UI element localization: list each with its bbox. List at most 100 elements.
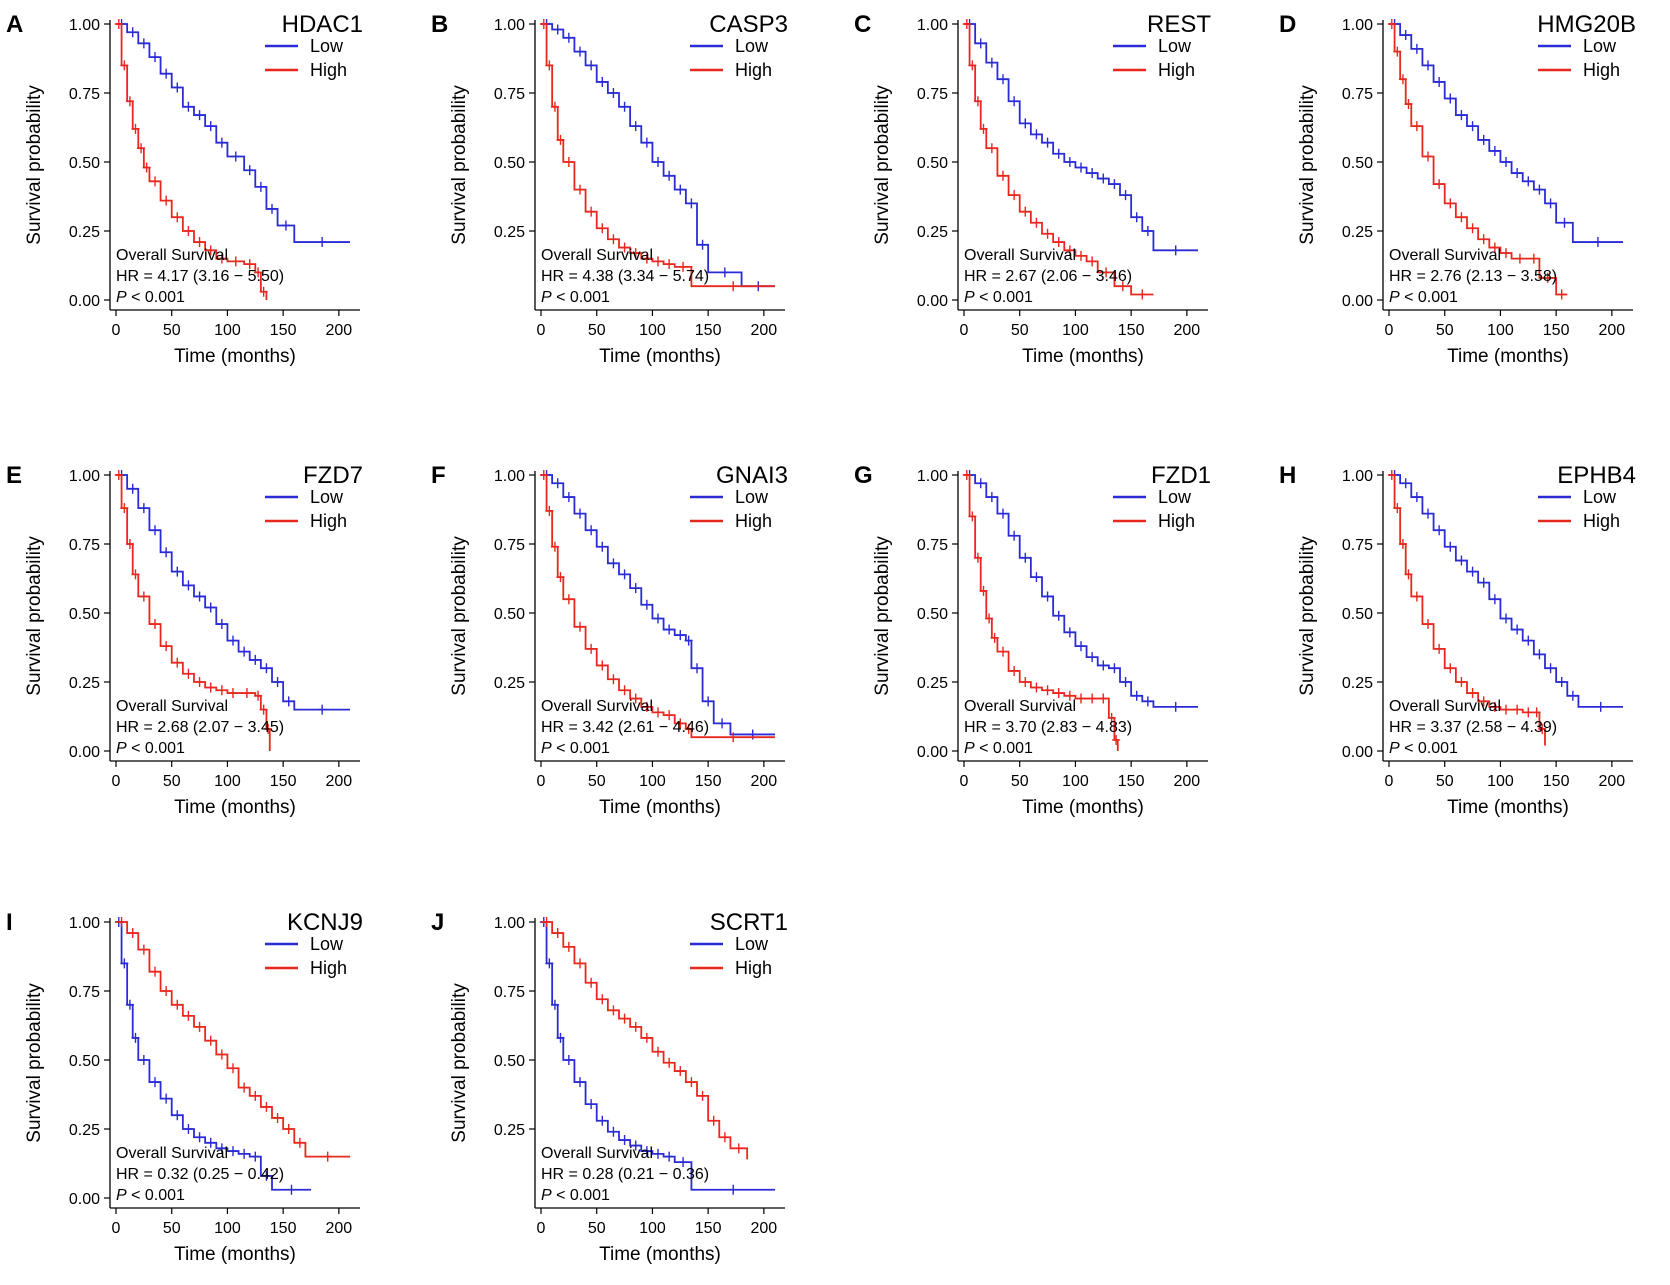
- censor-mark-high: [1387, 19, 1396, 29]
- censor-mark-high: [195, 237, 204, 248]
- censor-mark-high: [631, 248, 640, 259]
- censor-mark-high: [217, 685, 226, 696]
- censor-mark-high: [729, 281, 738, 292]
- censor-mark-high: [1099, 693, 1108, 704]
- censor-mark-high: [979, 123, 988, 134]
- censor-mark-low: [576, 1077, 584, 1088]
- survival-curve-low: [1389, 474, 1623, 708]
- censor-mark-high: [1077, 693, 1085, 704]
- x-tick-label: 0: [537, 1220, 546, 1237]
- censor-mark-low: [598, 1115, 607, 1126]
- censor-mark-low: [151, 52, 159, 63]
- p-label: P: [116, 1187, 127, 1204]
- censor-mark-high: [120, 503, 129, 514]
- censor-mark-low: [184, 101, 193, 112]
- p-value: < 0.001: [127, 289, 185, 306]
- annotation-title: Overall Survival: [1389, 698, 1501, 715]
- x-tick-label: 100: [1062, 322, 1089, 339]
- censor-mark-high: [642, 1032, 651, 1043]
- censor-mark-high: [1502, 248, 1510, 259]
- p-value: < 0.001: [975, 740, 1033, 757]
- censor-mark-low: [131, 1032, 140, 1043]
- censor-mark-low: [195, 591, 204, 602]
- y-axis-label: Survival probability: [24, 85, 45, 245]
- panel-letter: B: [431, 11, 448, 38]
- censor-mark-high: [131, 123, 140, 134]
- censor-mark-low: [1457, 555, 1466, 566]
- survival-curve-low: [116, 23, 350, 243]
- censor-mark-low: [556, 1032, 565, 1043]
- survival-curve-low: [541, 921, 775, 1191]
- p-label: P: [1389, 740, 1400, 757]
- censor-mark-high: [1010, 665, 1019, 676]
- x-tick-label: 150: [1118, 322, 1145, 339]
- censor-mark-high: [1065, 690, 1074, 701]
- annotation-p: P < 0.001: [964, 740, 1033, 757]
- censor-mark-low: [245, 165, 254, 176]
- annotation-hr: HR = 3.70 (2.83 − 4.83): [964, 719, 1132, 736]
- censor-mark-low: [679, 1157, 688, 1168]
- censor-mark-high: [609, 674, 618, 685]
- censor-mark-low: [240, 1148, 249, 1159]
- censor-mark-high: [550, 541, 559, 552]
- censor-mark-high: [642, 253, 651, 264]
- y-tick-label: 0.75: [1342, 537, 1373, 554]
- censor-mark-high: [545, 60, 554, 71]
- y-tick-label: 1.00: [494, 17, 525, 34]
- x-tick-label: 50: [163, 322, 181, 339]
- censor-mark-high: [642, 701, 651, 712]
- y-tick-label: 1.00: [69, 915, 100, 932]
- censor-mark-low: [251, 1151, 260, 1162]
- censor-mark-high: [125, 96, 134, 107]
- p-label: P: [541, 289, 552, 306]
- censor-mark-high: [968, 511, 977, 522]
- censor-mark-high: [665, 259, 674, 270]
- p-value: < 0.001: [552, 740, 610, 757]
- censor-mark-low: [173, 82, 182, 93]
- y-tick-label: 1.00: [1342, 17, 1373, 34]
- censor-mark-low: [576, 508, 584, 519]
- censor-mark-low: [1401, 478, 1410, 489]
- censor-mark-high: [654, 1046, 662, 1057]
- survival-curve-high: [541, 921, 749, 1160]
- x-tick-label: 100: [1062, 773, 1089, 790]
- censor-mark-low: [631, 583, 640, 594]
- censor-mark-high: [1054, 688, 1063, 699]
- censor-mark-high: [1515, 253, 1524, 264]
- annotation-title: Overall Survival: [964, 698, 1076, 715]
- censor-mark-low: [999, 74, 1007, 85]
- censor-mark-low: [1077, 162, 1085, 173]
- y-tick-label: 0.75: [1342, 86, 1373, 103]
- censor-mark-low: [229, 635, 237, 646]
- y-tick-label: 0.00: [69, 744, 100, 761]
- censor-mark-high: [131, 569, 140, 580]
- censor-mark-low: [1010, 530, 1019, 541]
- x-tick-label: 50: [588, 1220, 606, 1237]
- censor-mark-high: [1446, 198, 1455, 209]
- censor-mark-low: [1088, 652, 1097, 663]
- censor-mark-high: [1102, 267, 1111, 278]
- censor-mark-low: [1490, 145, 1499, 156]
- annotation-p: P < 0.001: [116, 289, 185, 306]
- p-label: P: [1389, 289, 1400, 306]
- legend-label-low: Low: [1583, 487, 1617, 507]
- censor-mark-high: [734, 1143, 743, 1154]
- annotation-p: P < 0.001: [541, 740, 610, 757]
- censor-mark-high: [609, 1005, 618, 1016]
- censor-mark-low: [139, 1055, 148, 1065]
- censor-mark-high: [1112, 734, 1121, 745]
- p-value: < 0.001: [975, 289, 1033, 306]
- censor-mark-low: [693, 663, 701, 674]
- censor-mark-low: [217, 137, 226, 148]
- censor-mark-low: [287, 1184, 296, 1195]
- y-tick-label: 0.75: [494, 537, 525, 554]
- censor-mark-high: [553, 928, 562, 939]
- legend-label-low: Low: [310, 934, 344, 954]
- censor-mark-high: [1446, 663, 1455, 674]
- censor-mark-high: [676, 718, 685, 729]
- annotation-title: Overall Survival: [1389, 247, 1501, 264]
- y-tick-label: 0.25: [494, 224, 525, 241]
- censor-mark-high: [114, 19, 123, 29]
- annotation-hr: HR = 2.67 (2.06 − 3.46): [964, 268, 1132, 285]
- annotation-hr: HR = 2.68 (2.07 − 3.45): [116, 719, 284, 736]
